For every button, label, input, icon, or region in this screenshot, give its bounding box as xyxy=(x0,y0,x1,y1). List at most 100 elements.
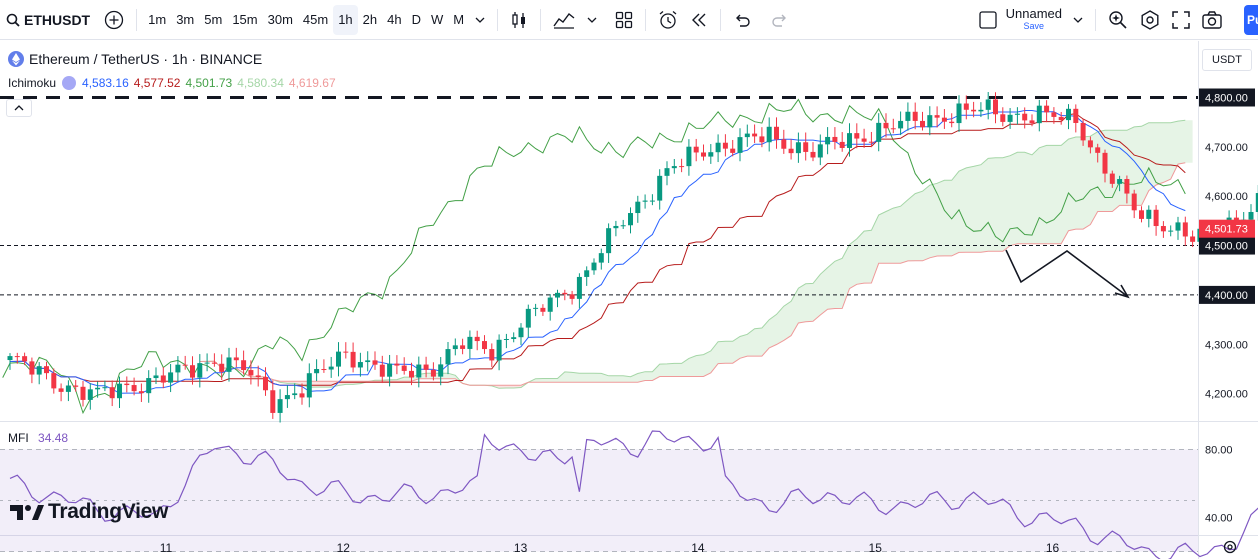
ichimoku-cloud-segment xyxy=(375,380,383,382)
candle-body xyxy=(503,338,509,340)
candle-body xyxy=(182,364,188,366)
ichimoku-cloud-segment xyxy=(513,385,521,389)
candle-body xyxy=(1139,210,1144,219)
candle-body xyxy=(701,152,706,157)
ichimoku-cloud-segment xyxy=(871,214,879,284)
candle-body xyxy=(839,141,845,148)
candle-body xyxy=(890,128,896,130)
candle-body xyxy=(270,390,276,413)
rewind-icon xyxy=(692,13,706,26)
interval-2h[interactable]: 2h xyxy=(362,12,378,27)
interval-30m[interactable]: 30m xyxy=(267,12,293,27)
indicators-icon xyxy=(553,12,575,29)
symbol-search-button[interactable]: ETHUSDT xyxy=(0,12,98,28)
settings-button[interactable] xyxy=(1134,5,1166,35)
candle-body xyxy=(576,276,582,299)
candle-body xyxy=(1248,211,1254,220)
candle-body xyxy=(613,225,619,229)
layout-dropdown-button[interactable] xyxy=(1067,5,1089,35)
ichimoku-cloud-segment xyxy=(776,306,784,345)
interval-5m[interactable]: 5m xyxy=(204,12,223,27)
candle-body xyxy=(1117,179,1123,184)
ichimoku-cloud-segment xyxy=(280,381,288,384)
layout-templates-button[interactable] xyxy=(609,5,639,35)
undo-button[interactable] xyxy=(727,5,757,35)
candle-body xyxy=(233,357,239,361)
interval-15m[interactable]: 15m xyxy=(232,12,258,27)
candle-body xyxy=(788,148,794,154)
snapshot-button[interactable] xyxy=(1196,5,1228,35)
candle-body xyxy=(124,383,130,386)
ichimoku-cloud-segment xyxy=(1170,121,1178,180)
indicators-button[interactable] xyxy=(547,5,581,35)
time-tick-label: 14 xyxy=(691,541,705,555)
ichimoku-cloud-segment xyxy=(382,379,390,382)
candle-body xyxy=(584,270,590,277)
candle-body xyxy=(1022,113,1028,121)
candle-body xyxy=(847,133,852,148)
candle-body xyxy=(1219,234,1225,236)
ichimoku-cloud-segment xyxy=(316,381,324,388)
interval-m[interactable]: M xyxy=(453,12,465,27)
ichimoku-cloud-segment xyxy=(659,363,667,377)
interval-45m[interactable]: 45m xyxy=(302,12,329,27)
price-tick-label: 4,600.00 xyxy=(1205,191,1248,203)
ichimoku-cloud-segment xyxy=(1002,155,1011,252)
ichimoku-cloud-segment xyxy=(1163,122,1171,183)
intervals-dropdown-button[interactable] xyxy=(469,5,491,35)
ichimoku-cloud-segment xyxy=(608,375,616,383)
ichimoku-cloud-segment xyxy=(1083,136,1091,230)
quick-search-button[interactable] xyxy=(1102,5,1134,35)
candle-body xyxy=(387,363,393,377)
ichimoku-cloud-segment xyxy=(798,283,806,323)
ichimoku-cloud-segment xyxy=(1039,145,1047,244)
interval-4h[interactable]: 4h xyxy=(387,12,402,27)
interval-1h[interactable]: 1h xyxy=(333,4,358,35)
interval-w[interactable]: W xyxy=(431,12,444,27)
candle-body xyxy=(460,345,466,349)
indicator-name[interactable]: Ichimoku xyxy=(8,76,57,90)
interval-3m[interactable]: 3m xyxy=(176,12,195,27)
publish-button[interactable]: Pu xyxy=(1244,5,1258,35)
ichimoku-cloud-segment xyxy=(535,378,543,383)
candle-body xyxy=(343,351,349,353)
last-price-label: 4,501.73 xyxy=(1205,224,1248,236)
ichimoku-cloud-segment xyxy=(900,199,908,264)
redo-button[interactable] xyxy=(765,5,795,35)
tradingview-logo[interactable]: TradingView xyxy=(10,500,168,524)
ichimoku-cloud-segment xyxy=(294,381,302,386)
indicators-dropdown-button[interactable] xyxy=(581,5,603,35)
candle-body xyxy=(65,385,71,392)
currency-select[interactable]: USDT xyxy=(1202,49,1252,71)
interval-d[interactable]: D xyxy=(411,12,421,27)
candle-body xyxy=(825,136,831,145)
legend-collapse-button[interactable] xyxy=(6,99,32,117)
candle-body xyxy=(795,142,801,154)
layout-select-button[interactable]: Unnamed Save xyxy=(973,5,1067,35)
compare-add-button[interactable] xyxy=(98,5,130,35)
candle-body xyxy=(226,357,232,372)
chevron-down-icon xyxy=(475,17,485,23)
candle-body xyxy=(277,399,283,413)
redo-icon xyxy=(772,14,787,27)
top-toolbar: ETHUSDT 1m 3m 5m 15m 30m 45m 1h 2h 4h D W M xyxy=(0,0,1258,40)
indicator-eye-icon[interactable] xyxy=(62,76,77,90)
interval-1m[interactable]: 1m xyxy=(148,12,167,27)
candle-body xyxy=(861,138,867,142)
ichimoku-cloud-segment xyxy=(980,158,989,253)
fullscreen-button[interactable] xyxy=(1166,5,1196,35)
candle-body xyxy=(985,99,991,110)
candle-body xyxy=(679,166,685,168)
ichimoku-cloud-segment xyxy=(856,231,865,285)
ichimoku-cloud-segment xyxy=(893,206,901,264)
ichimoku-cloud-segment xyxy=(323,381,332,388)
plus-circle-icon xyxy=(104,10,124,29)
chart-type-button[interactable] xyxy=(504,5,534,35)
alert-button[interactable] xyxy=(652,5,684,35)
candle-body xyxy=(314,369,320,374)
candle-body xyxy=(657,175,663,201)
ichimoku-cloud-segment xyxy=(842,244,850,309)
replay-button[interactable] xyxy=(684,5,714,35)
ichimoku-cloud-segment xyxy=(951,171,959,256)
scale-settings-button[interactable] xyxy=(1222,539,1238,559)
